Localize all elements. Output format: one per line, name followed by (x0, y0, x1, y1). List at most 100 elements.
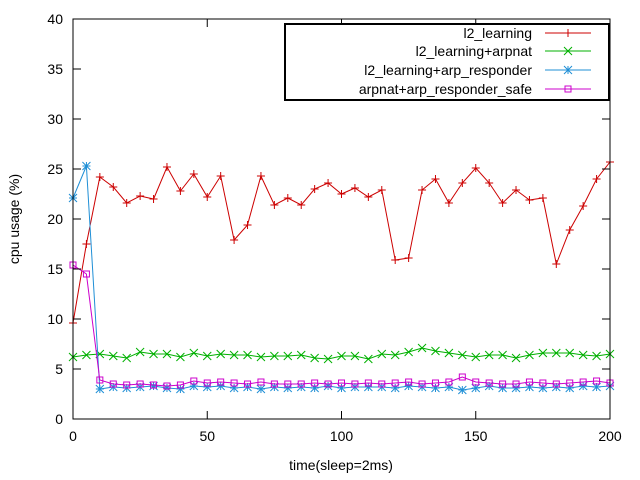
data-point (256, 172, 265, 180)
legend: l2_learning l2_learning+arpnat l2_learning… (284, 23, 610, 101)
data-point (296, 350, 306, 360)
x-tick-label: 0 (69, 428, 77, 444)
data-point (109, 183, 118, 191)
legend-label: l2_learning+arpnat (416, 43, 532, 59)
series-l2-learning (69, 158, 614, 327)
data-point (136, 192, 145, 200)
data-point (418, 380, 426, 388)
data-point (579, 378, 587, 386)
legend-marker (563, 65, 573, 75)
data-point (565, 383, 575, 393)
data-point (82, 350, 91, 360)
data-point (297, 380, 305, 388)
data-point (592, 382, 601, 392)
data-point (364, 193, 373, 201)
data-point (431, 175, 440, 183)
axis-layer: 0 5 10 15 20 25 30 35 40 0 50 100 150 200 (47, 11, 621, 444)
data-point (324, 179, 333, 187)
data-point (458, 373, 466, 381)
data-point (123, 381, 131, 389)
y-tick-label: 40 (47, 11, 63, 27)
legend-box (284, 23, 610, 101)
data-point (135, 347, 145, 357)
legend-marker (564, 85, 572, 93)
data-point (270, 201, 279, 209)
data-point (444, 199, 453, 207)
data-point (244, 380, 252, 388)
data-point (378, 380, 386, 388)
y-tick-label: 35 (47, 61, 63, 77)
data-point (498, 383, 507, 393)
data-point (310, 383, 320, 393)
x-tick-label: 100 (330, 428, 354, 444)
data-point (458, 179, 467, 187)
data-point (579, 202, 588, 210)
data-point (310, 353, 320, 363)
data-point (485, 179, 494, 187)
data-point (417, 343, 427, 353)
data-point (338, 379, 345, 387)
data-point (257, 378, 265, 386)
data-point (350, 351, 360, 361)
data-point (472, 378, 480, 386)
data-point (445, 378, 453, 386)
x-tick-label: 50 (199, 428, 215, 444)
data-point (512, 380, 520, 388)
data-point (565, 348, 575, 358)
x-axis-title: time(sleep=2ms) (289, 457, 393, 473)
data-point (176, 384, 185, 394)
data-point (150, 381, 158, 389)
data-point (202, 351, 212, 361)
data-point (525, 382, 534, 392)
data-point (283, 383, 293, 393)
data-point (311, 379, 319, 387)
data-point (525, 196, 534, 204)
data-point (216, 381, 226, 391)
data-point (149, 381, 158, 391)
data-point (538, 194, 547, 202)
data-point (323, 381, 333, 391)
legend-marker (564, 29, 572, 37)
data-point (444, 382, 454, 392)
data-point (592, 175, 601, 183)
data-point (95, 384, 105, 394)
data-point (149, 349, 158, 359)
data-point (122, 199, 131, 207)
data-point (565, 226, 574, 234)
data-point (578, 381, 588, 391)
data-point (390, 383, 400, 393)
data-point (270, 351, 279, 361)
data-point (324, 380, 332, 388)
data-point (230, 236, 239, 244)
data-point (190, 377, 198, 385)
y-tick-label: 30 (47, 111, 63, 127)
data-point (471, 352, 481, 362)
data-point (525, 378, 533, 386)
series-l2-learning-arpnat (68, 343, 615, 364)
data-point (538, 348, 548, 358)
data-point (337, 190, 346, 198)
data-point (593, 377, 601, 385)
y-tick-label: 25 (47, 161, 63, 177)
data-point (363, 382, 373, 392)
data-point (592, 351, 601, 361)
legend-label: l2_learning (464, 25, 533, 41)
data-point (122, 353, 132, 363)
data-point (310, 185, 319, 193)
data-point (457, 350, 467, 360)
data-point (189, 170, 198, 178)
data-point (485, 379, 493, 387)
data-point (499, 380, 507, 388)
data-point (431, 346, 440, 356)
data-point (109, 380, 117, 388)
data-point (82, 161, 91, 171)
data-point (297, 201, 306, 209)
data-point (162, 383, 172, 393)
data-point (498, 199, 507, 207)
y-tick-label: 5 (55, 361, 63, 377)
x-tick-label: 150 (464, 428, 488, 444)
data-point (96, 376, 104, 384)
legend-label: arpnat+arp_responder_safe (359, 81, 532, 97)
data-point (364, 379, 372, 387)
data-point (149, 195, 158, 203)
